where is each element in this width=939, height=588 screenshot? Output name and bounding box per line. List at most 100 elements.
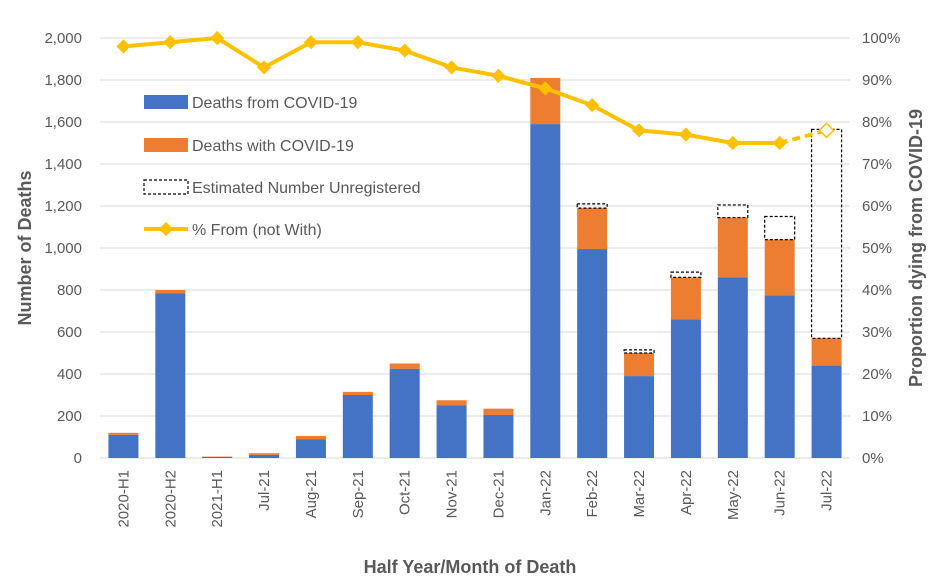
legend-item-deaths-with: Deaths with COVID-19 [144, 138, 354, 155]
line-marker [818, 122, 835, 139]
y-tick-label: 800 [57, 282, 82, 299]
bar-deaths-from [295, 439, 326, 458]
y2-tick-label: 20% [862, 366, 892, 383]
legend-swatch-deaths-with [144, 138, 188, 152]
bar-unregistered [810, 128, 843, 339]
bar-deaths-from [811, 365, 842, 458]
bar-deaths-from [577, 249, 608, 458]
y2-tick-label: 70% [862, 156, 892, 173]
x-tick-label: Feb-22 [584, 470, 601, 518]
x-tick-label: Apr-22 [678, 470, 695, 515]
bar-deaths-with [764, 239, 795, 296]
line-marker [256, 60, 272, 75]
y-tick-label: 1,400 [44, 156, 82, 173]
bar-deaths-with [342, 391, 373, 395]
legend-label-percent-from: % From (not With) [192, 222, 322, 239]
line-marker [725, 135, 740, 151]
line-marker [116, 39, 131, 54]
y2-tick-label: 30% [862, 324, 892, 341]
x-tick-label: 2020-H1 [115, 470, 132, 528]
x-tick-label: Nov-21 [444, 470, 461, 518]
y2-axis-ticks: 0% 10% 20% 30% 40% 50% 60% 70% 80% 90% 100% [862, 30, 900, 467]
legend-label-deaths-with: Deaths with COVID-19 [192, 138, 354, 155]
y2-tick-label: 40% [862, 282, 892, 299]
bar-deaths-from [202, 456, 233, 458]
line-marker [163, 35, 178, 50]
bar-unregistered [576, 203, 608, 209]
x-tick-label: Jun-22 [772, 470, 789, 516]
bar-deaths-from [717, 277, 748, 458]
bar-unregistered [717, 204, 749, 219]
bar-deaths-from [530, 124, 561, 458]
line-marker [631, 123, 647, 138]
bar-deaths-from [670, 319, 701, 458]
bar-deaths-from [436, 405, 467, 458]
bar-deaths-with [108, 432, 139, 435]
bar-deaths-from [342, 395, 373, 458]
line-marker [772, 135, 787, 151]
bar-deaths-with [717, 217, 748, 278]
y2-tick-label: 100% [862, 30, 900, 47]
line-marker [491, 68, 506, 83]
bar-deaths-from [108, 434, 139, 458]
x-tick-label: 2020-H2 [162, 470, 179, 528]
legend-swatch-deaths-from [144, 95, 188, 109]
y-tick-label: 1,000 [44, 240, 82, 257]
legend-label-unregistered: Estimated Number Unregistered [192, 180, 421, 197]
bar-deaths-with [577, 208, 608, 250]
x-tick-label: Jul-22 [819, 470, 836, 511]
x-tick-label: Sep-21 [350, 470, 367, 518]
line-percent-from-projected [779, 128, 828, 145]
y2-axis-title: Proportion dying from COVID-19 [906, 109, 926, 387]
y2-tick-label: 60% [862, 198, 892, 215]
y-tick-label: 1,800 [44, 72, 82, 89]
bar-deaths-from [155, 293, 186, 458]
y-axis-title: Number of Deaths [15, 170, 35, 325]
bar-deaths-with [436, 400, 467, 406]
y2-tick-label: 0% [862, 450, 884, 467]
bar-unregistered [623, 349, 655, 354]
bar-deaths-with [249, 453, 280, 455]
legend-item-unregistered: Estimated Number Unregistered [143, 179, 421, 197]
legend-item-percent-from: % From (not With) [144, 221, 322, 239]
line-marker [585, 98, 600, 113]
bar-deaths-from [483, 414, 514, 458]
bar-deaths-from [624, 376, 655, 458]
x-axis-title: Half Year/Month of Death [364, 557, 577, 577]
y2-tick-label: 10% [862, 408, 892, 425]
y2-tick-label: 50% [862, 240, 892, 257]
legend-marker-percent-from [158, 221, 174, 237]
bar-deaths-with [155, 290, 186, 294]
bar-deaths-from [764, 295, 795, 458]
x-tick-label: May-22 [725, 470, 742, 520]
bar-deaths-with [483, 408, 514, 415]
line-marker [678, 127, 694, 142]
legend-item-deaths-from: Deaths from COVID-19 [144, 95, 357, 112]
bar-deaths-with [670, 277, 701, 320]
y-tick-label: 1,600 [44, 114, 82, 131]
bar-deaths-with [389, 363, 420, 369]
x-tick-label: 2021-H1 [209, 470, 226, 528]
y-tick-label: 200 [57, 408, 82, 425]
y-tick-label: 1,200 [44, 198, 82, 215]
legend-label-deaths-from: Deaths from COVID-19 [192, 95, 357, 112]
x-tick-label: Mar-22 [631, 470, 648, 518]
bar-deaths-with [811, 338, 842, 366]
bar-unregistered [670, 271, 702, 278]
y-tick-label: 600 [57, 324, 82, 341]
bar-unregistered [764, 215, 796, 241]
y2-tick-label: 80% [862, 114, 892, 131]
x-tick-label: Jul-21 [256, 470, 273, 511]
line-marker [397, 43, 412, 58]
y-tick-label: 0 [74, 450, 82, 467]
bar-deaths-from [249, 454, 280, 458]
x-tick-label: Oct-21 [397, 470, 414, 515]
line-marker [350, 35, 365, 50]
x-tick-label: Jan-22 [537, 470, 554, 516]
line-series [116, 30, 835, 151]
x-tick-label: Aug-21 [303, 470, 320, 518]
bar-deaths-from [389, 368, 420, 458]
legend: Deaths from COVID-19 Deaths with COVID-1… [143, 95, 421, 239]
y-axis-ticks: 0 200 400 600 800 1,000 1,200 1,400 1,600 1,800 2,… [44, 30, 82, 467]
